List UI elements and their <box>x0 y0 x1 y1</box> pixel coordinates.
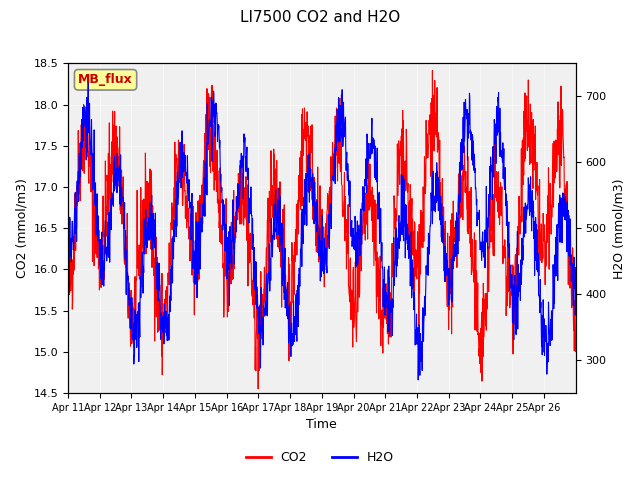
H2O <box>64 229 72 235</box>
CO2 <box>572 348 579 354</box>
Y-axis label: H2O (mmol/m3): H2O (mmol/m3) <box>612 178 625 278</box>
H2O <box>414 377 422 383</box>
CO2 <box>254 386 262 392</box>
X-axis label: Time: Time <box>307 419 337 432</box>
H2O <box>516 270 524 276</box>
H2O <box>144 219 152 225</box>
H2O <box>84 80 92 86</box>
H2O <box>308 197 316 203</box>
Line: H2O: H2O <box>68 83 575 380</box>
CO2 <box>442 259 449 265</box>
H2O <box>442 254 449 260</box>
H2O <box>299 238 307 244</box>
Legend: CO2, H2O: CO2, H2O <box>241 446 399 469</box>
CO2 <box>516 231 524 237</box>
Line: CO2: CO2 <box>68 71 575 389</box>
Text: MB_flux: MB_flux <box>78 73 133 86</box>
Y-axis label: CO2 (mmol/m3): CO2 (mmol/m3) <box>15 179 28 278</box>
CO2 <box>143 219 151 225</box>
Text: LI7500 CO2 and H2O: LI7500 CO2 and H2O <box>240 10 400 24</box>
CO2 <box>64 279 72 285</box>
CO2 <box>299 140 307 145</box>
CO2 <box>429 68 436 73</box>
H2O <box>572 265 579 271</box>
H2O <box>566 254 573 260</box>
CO2 <box>308 142 316 147</box>
CO2 <box>566 240 573 245</box>
